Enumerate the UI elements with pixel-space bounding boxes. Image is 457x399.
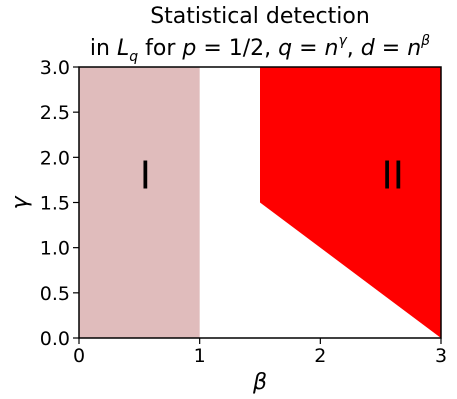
x-axis-label: β bbox=[252, 370, 267, 395]
region-labels: I II bbox=[140, 153, 404, 197]
y-tick-label: 1.5 bbox=[40, 193, 70, 215]
y-axis-label: γ bbox=[8, 196, 33, 210]
x-tick-label: 1 bbox=[194, 345, 206, 367]
y-axis: 0.0 0.5 1.0 1.5 2.0 2.5 3.0 bbox=[40, 57, 79, 350]
y-tick-label: 1.0 bbox=[40, 238, 70, 260]
region-1-area bbox=[79, 67, 200, 338]
region-2-label: II bbox=[382, 153, 404, 197]
y-tick-label: 2.0 bbox=[40, 147, 70, 169]
x-tick-label: 2 bbox=[314, 345, 326, 367]
x-tick-label: 0 bbox=[73, 345, 85, 367]
plot-regions bbox=[79, 67, 441, 338]
chart-title-line1: Statistical detection bbox=[150, 4, 370, 29]
region-1-label: I bbox=[140, 153, 151, 197]
chart-title-line2: in Lq for p = 1/2, q = nγ, d = nβ bbox=[90, 33, 430, 65]
y-tick-label: 0.0 bbox=[40, 328, 70, 350]
y-tick-label: 3.0 bbox=[40, 57, 70, 79]
x-axis: 0 1 2 3 bbox=[73, 338, 447, 367]
y-tick-label: 2.5 bbox=[40, 102, 70, 124]
x-tick-label: 3 bbox=[435, 345, 447, 367]
region-2-area bbox=[260, 67, 441, 338]
y-tick-label: 0.5 bbox=[40, 283, 70, 305]
